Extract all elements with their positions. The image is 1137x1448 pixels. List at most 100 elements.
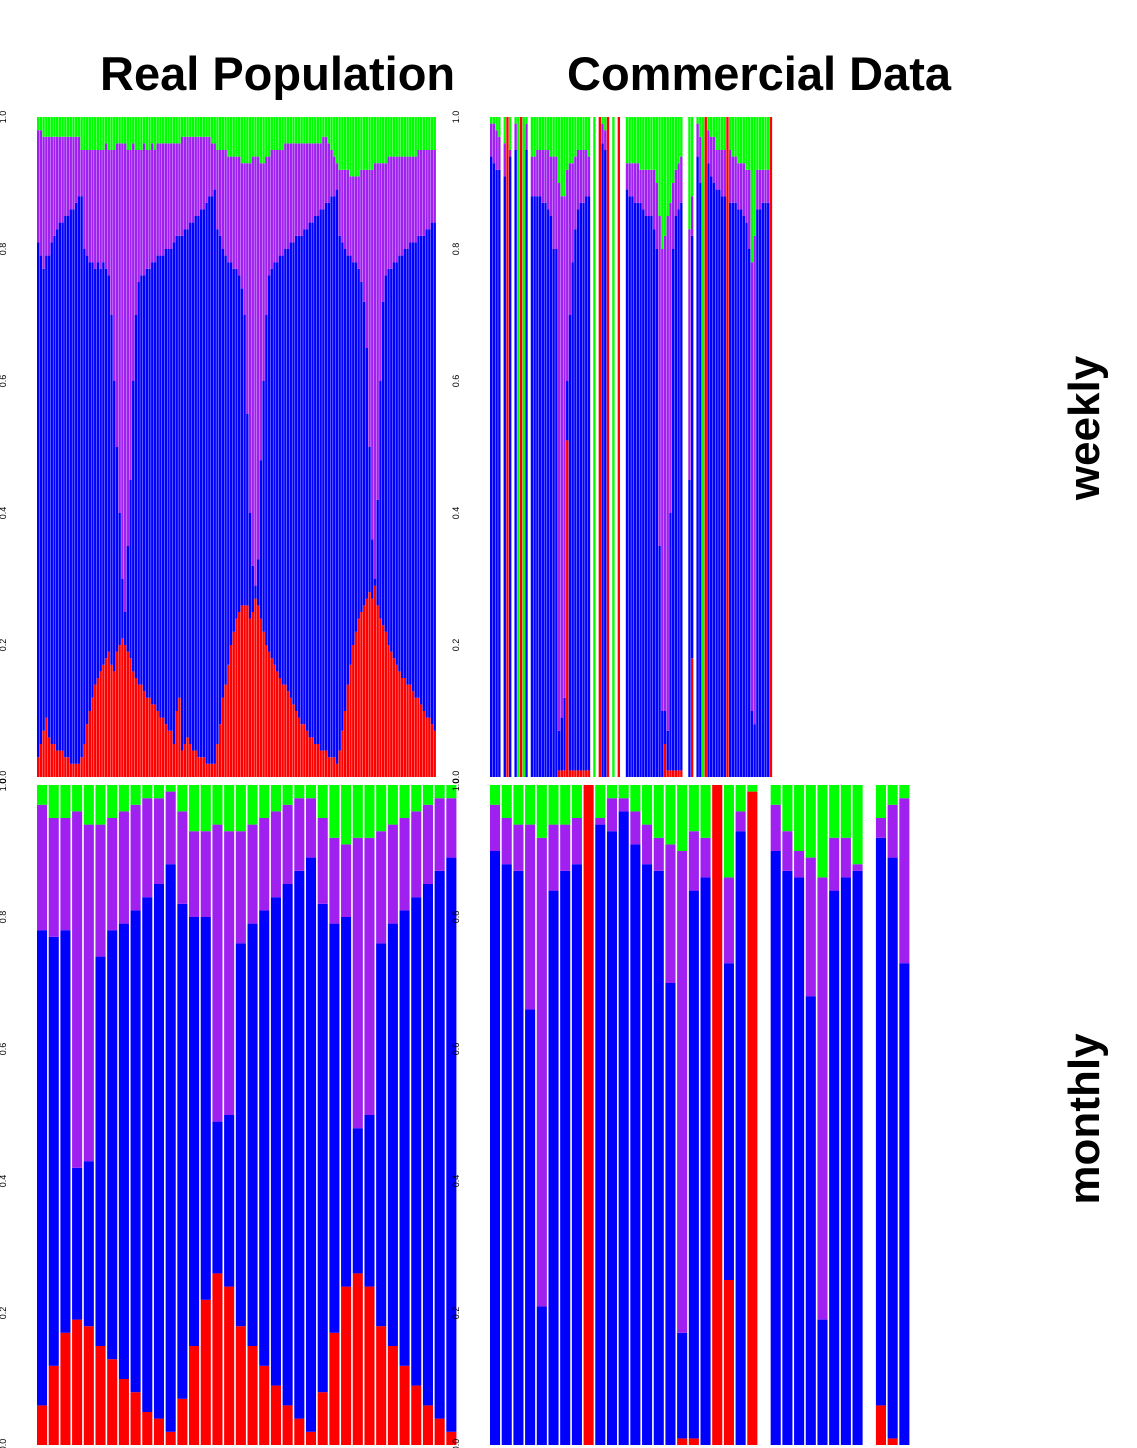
bar-segment-red	[282, 1405, 293, 1445]
bar-segment-red	[286, 691, 290, 777]
bar-segment-purple	[414, 156, 417, 243]
bar-segment-blue	[585, 196, 588, 771]
bar-segment-purple	[130, 804, 141, 911]
bar-segment-purple	[422, 150, 426, 236]
bar-segment-blue	[677, 1332, 688, 1439]
bar-segment-red	[582, 770, 585, 777]
bar-segment-green	[200, 785, 211, 832]
bar-segment-red	[88, 711, 91, 777]
bar-segment-red	[303, 724, 306, 777]
bar-segment-red	[324, 750, 328, 777]
bar-segment-blue	[352, 1128, 363, 1274]
bar-segment-red	[213, 763, 216, 777]
bar-segment-blue	[750, 711, 754, 777]
bar-segment-red	[191, 750, 195, 777]
bar-segment-red	[428, 717, 431, 777]
bar-segment-purple	[647, 169, 650, 216]
bar-segment-green	[666, 117, 669, 216]
bar-segment-blue	[227, 262, 230, 665]
bar-segment-red	[232, 631, 235, 777]
bar-segment-blue	[422, 235, 426, 712]
bar-segment-green	[102, 117, 105, 150]
bar-segment-blue	[661, 711, 664, 777]
bar-segment-purple	[666, 216, 669, 731]
bar-segment-green	[360, 117, 363, 170]
bar-segment-green	[373, 117, 377, 164]
bar-segment-red	[674, 770, 678, 777]
bar-segment-green	[571, 785, 582, 818]
bar-segment-blue	[601, 143, 604, 777]
bar-segment-red	[712, 785, 723, 1445]
bar-segment-red	[170, 730, 173, 777]
bar-segment-purple	[278, 150, 282, 256]
bar-segment-purple	[794, 851, 805, 878]
bar-segment-green	[357, 117, 360, 177]
bar-segment-blue	[381, 301, 385, 626]
bar-segment-blue	[362, 301, 366, 606]
bar-segment-purple	[817, 877, 828, 1320]
bar-segment-green	[273, 117, 276, 150]
bar-segment-green	[794, 785, 805, 851]
bar-segment-green	[715, 117, 718, 150]
bar-segment-blue	[490, 156, 493, 778]
bar-segment-purple	[205, 136, 208, 203]
bar-segment-green	[270, 117, 273, 150]
bar-segment-green	[186, 117, 189, 137]
bar-segment-green	[349, 117, 352, 177]
bar-segment-purple	[555, 156, 558, 249]
bar-segment-purple	[536, 837, 547, 1307]
bar-segment-purple	[544, 150, 547, 203]
bar-segment-purple	[327, 143, 330, 203]
bar-segment-green	[729, 117, 732, 150]
bar-segment-green	[66, 117, 70, 137]
bar-segment-red	[200, 1299, 211, 1445]
bar-segment-red	[680, 770, 683, 777]
bar-segment-red	[48, 1365, 59, 1445]
bar-segment-purple	[37, 804, 48, 931]
bar-segment-green	[817, 785, 828, 878]
bar-segment-purple	[399, 818, 410, 911]
bar-segment-purple	[121, 143, 124, 579]
bar-segment-blue	[102, 262, 105, 665]
bar-segment-green	[399, 785, 410, 818]
bar-segment-green	[80, 117, 83, 150]
bar-segment-green	[324, 117, 328, 137]
bar-segment-blue	[712, 183, 716, 777]
bar-segment-purple	[140, 150, 143, 276]
bar-segment-green	[642, 117, 645, 170]
bar-segment-blue	[145, 268, 149, 698]
bar-segment-purple	[247, 824, 258, 924]
bar-segment-purple	[284, 143, 287, 249]
bar-segment-blue	[887, 857, 898, 1439]
bar-segment-red	[183, 744, 187, 777]
bar-segment-green	[503, 117, 506, 144]
bar-segment-purple	[761, 169, 764, 203]
bar-segment-purple	[145, 150, 149, 269]
bar-segment-red	[137, 684, 140, 777]
bar-segment-green	[140, 117, 143, 150]
bar-segment-red	[373, 585, 377, 777]
bar-segment-red	[677, 770, 680, 777]
bar-segment-green	[671, 117, 675, 183]
bar-segment-blue	[72, 1167, 83, 1320]
bar-segment-green	[633, 117, 637, 164]
bar-segment-purple	[571, 818, 582, 865]
bar-segment-purple	[189, 136, 192, 223]
bar-segment-purple	[200, 831, 211, 917]
bar-segment-red	[142, 691, 146, 777]
bar-segment-blue	[303, 229, 306, 725]
bar-segment-red	[273, 664, 276, 777]
bar-segment-purple	[107, 150, 110, 276]
bar-segment-purple	[720, 150, 724, 197]
bar-segment-red	[568, 770, 572, 777]
bar-segment-red	[409, 684, 412, 777]
bar-segment-red	[177, 1398, 188, 1445]
bar-segment-blue	[247, 923, 258, 1346]
bar-segment-green	[208, 117, 211, 137]
bar-segment-green	[134, 117, 138, 150]
bar-segment-purple	[251, 156, 254, 566]
bar-segment-blue	[742, 216, 745, 777]
bar-segment-purple	[248, 163, 252, 513]
bar-segment-blue	[197, 216, 200, 758]
bar-segment-red	[130, 1392, 141, 1445]
